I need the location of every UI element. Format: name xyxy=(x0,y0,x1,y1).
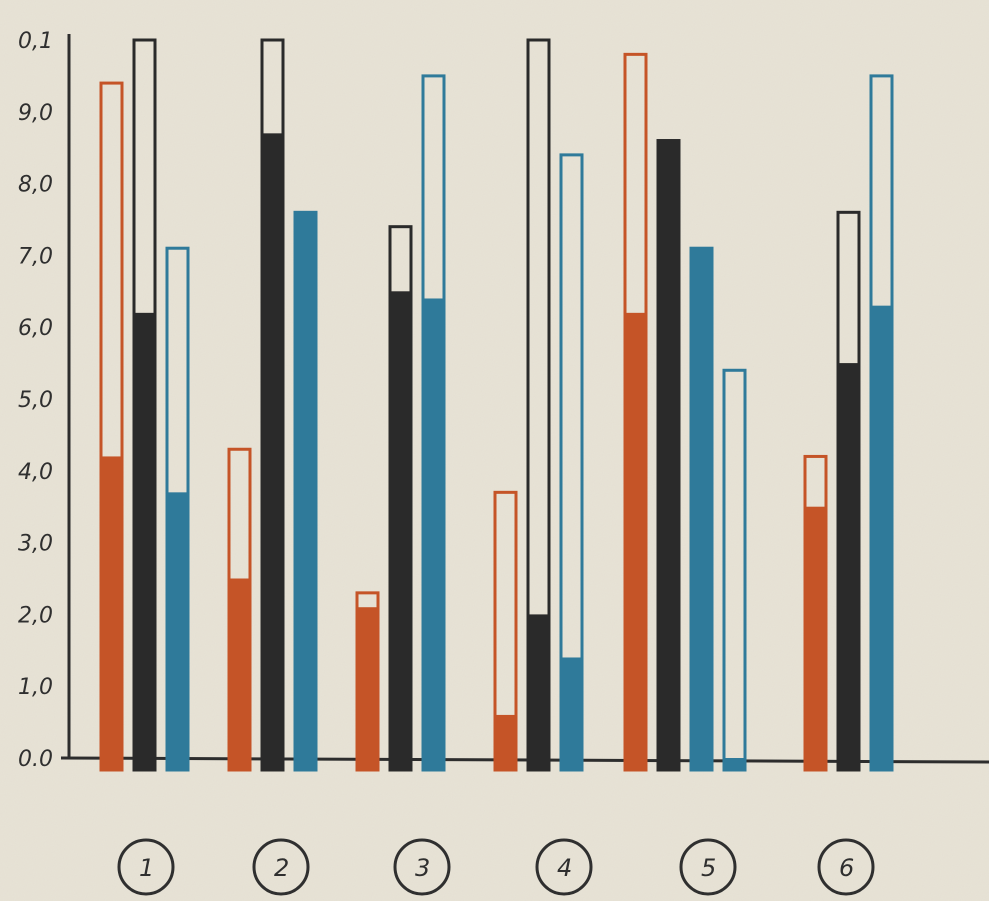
category-circle-6 xyxy=(817,838,875,896)
bar-fill-group-2-series-1 xyxy=(230,578,249,770)
y-tick-labels: 0.0 1,0 2,0 3,0 4,0 5,0 6,0 7,0 8,0 9,0 0,1 xyxy=(18,29,53,772)
category-label-6: 6 xyxy=(839,854,854,882)
bar-fill-group-4-series-1 xyxy=(496,714,515,770)
category-label-1: 1 xyxy=(139,854,154,882)
category-label-4: 4 xyxy=(557,854,572,882)
bar-fill-group-5-series-3 xyxy=(692,248,711,771)
bar-fill-group-6-series-3 xyxy=(872,305,891,770)
category-label-5: 5 xyxy=(701,854,716,882)
bar-fill-group-5-series-2 xyxy=(659,140,678,770)
y-tick-label: 9,0 xyxy=(18,101,53,126)
bar-fill-group-5-series-1 xyxy=(626,312,645,770)
category-circle-5 xyxy=(679,838,737,896)
y-tick-label: 7,0 xyxy=(18,244,53,269)
y-tick-label: 0.0 xyxy=(18,747,53,772)
bar-fill-group-3-series-3 xyxy=(424,298,443,770)
y-tick-label: 8,0 xyxy=(18,173,53,198)
axes-group xyxy=(60,34,989,764)
category-label-3: 3 xyxy=(415,854,430,882)
bar-fill-group-1-series-2 xyxy=(135,312,154,770)
category-circle-1 xyxy=(117,838,175,896)
y-tick-label: 2,0 xyxy=(18,603,53,628)
bar-fill-group-6-series-2 xyxy=(839,363,858,770)
bar-fill-group-2-series-2 xyxy=(263,133,282,771)
y-tick-label: 0,1 xyxy=(18,29,53,54)
y-tick-label: 1,0 xyxy=(18,675,53,700)
y-tick-label: 4,0 xyxy=(18,460,53,485)
bar-fill-group-5-series-4 xyxy=(725,758,744,770)
category-circle-3 xyxy=(393,838,451,896)
category-label-2: 2 xyxy=(274,854,289,882)
y-tick-label: 6,0 xyxy=(18,316,53,341)
category-circle-4 xyxy=(535,838,593,896)
bar-fill-group-3-series-1 xyxy=(358,607,377,770)
y-tick-label: 5,0 xyxy=(18,388,53,413)
bar-fill-group-2-series-3 xyxy=(296,212,315,770)
bar-fill-group-1-series-1 xyxy=(102,456,121,770)
bar-fill-group-4-series-2 xyxy=(529,614,548,770)
bar-fill-group-3-series-2 xyxy=(391,291,410,770)
bar-fill-group-4-series-3 xyxy=(562,657,581,770)
bar-fill-group-1-series-3 xyxy=(168,492,187,770)
bar-fill-group-6-series-1 xyxy=(806,506,825,770)
x-axis-line xyxy=(60,756,989,764)
category-circle-2 xyxy=(252,838,310,896)
y-tick-label: 3,0 xyxy=(18,532,53,557)
category-labels: 1 2 3 4 5 6 xyxy=(117,838,875,896)
bars-group xyxy=(99,38,894,772)
